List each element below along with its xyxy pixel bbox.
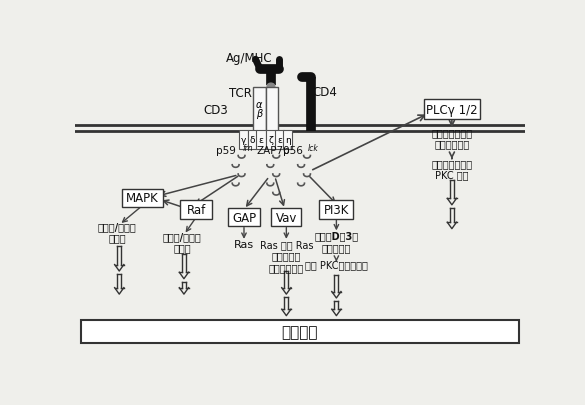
FancyBboxPatch shape [228,208,260,227]
Text: Vav: Vav [276,211,297,224]
FancyBboxPatch shape [180,201,212,219]
FancyBboxPatch shape [266,88,278,134]
Text: p56: p56 [283,146,303,156]
Text: ZAP70: ZAP70 [256,146,290,156]
FancyBboxPatch shape [239,131,248,149]
Text: 丝氨酸/苏氨酸
磷酸化: 丝氨酸/苏氨酸 磷酸化 [98,222,136,243]
Text: α: α [256,100,263,110]
Text: CD4: CD4 [312,86,338,99]
Text: TCR: TCR [229,87,252,100]
Text: ε: ε [259,136,263,145]
FancyBboxPatch shape [256,131,266,149]
Text: β: β [256,109,263,119]
FancyBboxPatch shape [424,100,480,120]
Text: MAPK: MAPK [126,192,159,205]
Text: 钙离子的动员及
PKC 活化: 钙离子的动员及 PKC 活化 [431,158,473,180]
Text: p59: p59 [216,146,236,156]
FancyBboxPatch shape [253,88,266,134]
Text: 一些 PKC异型的活化: 一些 PKC异型的活化 [305,259,368,269]
FancyBboxPatch shape [248,131,257,149]
FancyBboxPatch shape [266,131,276,149]
FancyBboxPatch shape [122,189,163,208]
FancyBboxPatch shape [271,208,301,227]
Text: ζ: ζ [269,136,273,145]
Text: η: η [285,136,291,145]
Text: PI3K: PI3K [324,203,349,216]
Text: 二酰基甘油和磷
酸肌醇的产生: 二酰基甘油和磷 酸肌醇的产生 [431,128,473,149]
FancyBboxPatch shape [275,131,284,149]
Ellipse shape [267,84,275,90]
Bar [81,320,519,343]
Text: PLCγ 1/2: PLCγ 1/2 [426,104,478,117]
Text: lck: lck [308,144,319,153]
Text: Ras: Ras [234,239,254,249]
Text: 丝氨酸/苏氨酸
磷酸化: 丝氨酸/苏氨酸 磷酸化 [163,231,202,253]
Text: Raf: Raf [187,203,206,216]
Text: frn: frn [242,144,253,153]
Text: γ: γ [240,136,246,145]
Text: 肌醇环D－3位
发生磷酸化: 肌醇环D－3位 发生磷酸化 [314,230,359,252]
FancyBboxPatch shape [283,131,292,149]
FancyBboxPatch shape [319,201,353,219]
Text: δ: δ [250,136,255,145]
Text: 细胞活化: 细胞活化 [281,324,318,339]
Text: Ras 或类 Ras
蛋白上发生
鸟核苷酸交换: Ras 或类 Ras 蛋白上发生 鸟核苷酸交换 [260,239,313,272]
Text: GAP: GAP [232,211,256,224]
Text: CD3: CD3 [203,104,228,117]
Text: Ag/MHC: Ag/MHC [226,52,273,65]
Text: ε: ε [277,136,282,145]
